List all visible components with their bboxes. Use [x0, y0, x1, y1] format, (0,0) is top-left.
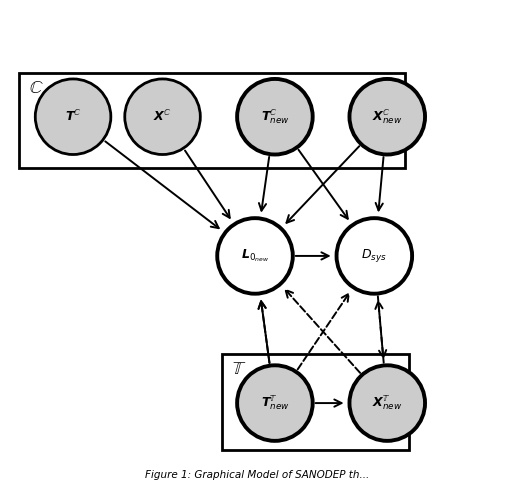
- Circle shape: [217, 218, 293, 294]
- Circle shape: [337, 218, 412, 294]
- Circle shape: [237, 365, 313, 441]
- Circle shape: [350, 79, 425, 155]
- Text: $\boldsymbol{T}^{\mathbb{T}}_{new}$: $\boldsymbol{T}^{\mathbb{T}}_{new}$: [261, 394, 289, 413]
- Text: $\boldsymbol{X}^{\mathbb{C}}_{new}$: $\boldsymbol{X}^{\mathbb{C}}_{new}$: [372, 107, 402, 126]
- FancyBboxPatch shape: [222, 354, 409, 450]
- Circle shape: [350, 365, 425, 441]
- Text: $\mathbb{C}$: $\mathbb{C}$: [29, 79, 44, 97]
- Text: $\boldsymbol{T}^{\mathbb{C}}$: $\boldsymbol{T}^{\mathbb{C}}$: [65, 109, 81, 124]
- Text: $\boldsymbol{T}^{\mathbb{C}}_{new}$: $\boldsymbol{T}^{\mathbb{C}}_{new}$: [261, 107, 289, 126]
- Circle shape: [35, 79, 111, 155]
- Circle shape: [125, 79, 200, 155]
- Text: $\boldsymbol{X}^{\mathbb{C}}$: $\boldsymbol{X}^{\mathbb{C}}$: [153, 109, 172, 124]
- Circle shape: [237, 79, 313, 155]
- Text: $\boldsymbol{L}_{0_{new}}$: $\boldsymbol{L}_{0_{new}}$: [241, 248, 269, 264]
- Text: $\boldsymbol{X}^{\mathbb{T}}_{new}$: $\boldsymbol{X}^{\mathbb{T}}_{new}$: [372, 394, 402, 413]
- Text: $\mathbb{T}$: $\mathbb{T}$: [232, 360, 246, 378]
- FancyBboxPatch shape: [20, 73, 405, 169]
- Text: Figure 1: Graphical Model of SANODEP th...: Figure 1: Graphical Model of SANODEP th.…: [145, 469, 369, 480]
- Text: $D_{sys}$: $D_{sys}$: [361, 247, 387, 264]
